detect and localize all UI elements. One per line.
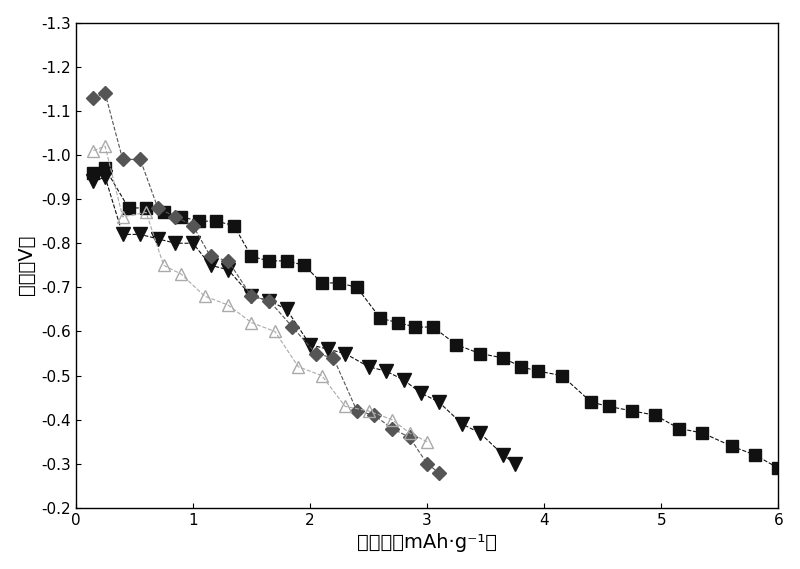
- X-axis label: 比容量（mAh·g⁻¹）: 比容量（mAh·g⁻¹）: [357, 533, 497, 552]
- Y-axis label: 电位（V）: 电位（V）: [17, 235, 36, 295]
